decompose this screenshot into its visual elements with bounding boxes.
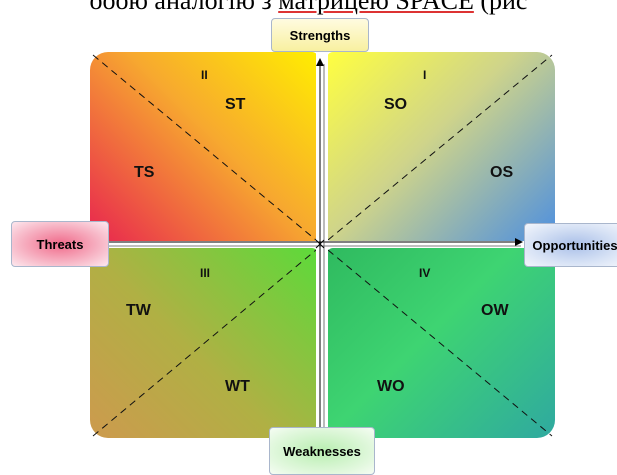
code-os: OS: [490, 164, 514, 181]
caption-suffix: (рис: [473, 0, 528, 15]
quadrant-iv-numeral: IV: [419, 266, 431, 280]
caption-fragment: ооою аналогію з матрицею SPACE (рис: [0, 0, 617, 16]
threats-label: Threats: [11, 221, 109, 267]
code-tw: TW: [126, 302, 151, 319]
code-ow: OW: [481, 302, 509, 319]
origin-cross-b: [315, 239, 325, 249]
strengths-label: Strengths: [271, 18, 369, 52]
vertical-axis-band: [316, 50, 328, 427]
code-so: SO: [384, 96, 408, 113]
code-st: ST: [225, 96, 246, 113]
code-wt: WT: [225, 378, 250, 395]
weaknesses-label: Weaknesses: [269, 427, 375, 475]
diagonal-q2: [92, 54, 317, 241]
quadrant-i-numeral: I: [423, 68, 427, 82]
opportunities-label: Opportunities: [524, 223, 617, 267]
diagonal-q1: [327, 54, 553, 241]
quadrant-iii-numeral: III: [200, 266, 211, 280]
code-ts: TS: [134, 164, 155, 181]
code-wo: WO: [377, 378, 405, 395]
quadrant-ii-numeral: II: [201, 68, 208, 82]
diagonal-q3: [92, 249, 317, 437]
caption-link[interactable]: матрицею SPACE: [278, 0, 474, 15]
diagonal-q4: [327, 249, 553, 437]
caption-prefix: ооою аналогію з: [89, 0, 279, 15]
horizontal-axis-band: [107, 241, 524, 248]
